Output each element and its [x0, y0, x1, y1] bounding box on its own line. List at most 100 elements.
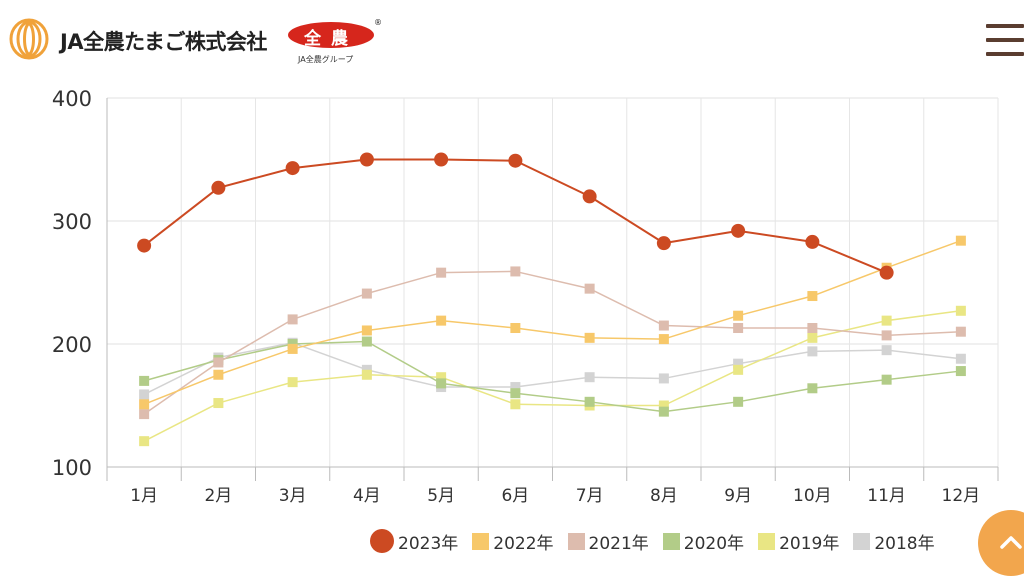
data-point-2018: [807, 346, 818, 357]
y-tick-label: 100: [52, 456, 92, 480]
menu-bar: [986, 38, 1024, 42]
data-point-2021: [361, 288, 372, 299]
hamburger-icon[interactable]: [986, 22, 1024, 60]
zennoh-logo-text: 全農: [304, 29, 358, 49]
legend-label: 2019年: [779, 533, 840, 554]
data-point-2020: [361, 336, 372, 347]
egg-rings-icon[interactable]: [8, 18, 50, 64]
data-point-2023: [211, 180, 226, 195]
legend-item-2020[interactable]: 2020年: [662, 529, 745, 554]
zennoh-oval: [288, 22, 374, 48]
data-point-2023: [879, 265, 894, 280]
legend-swatch: [370, 529, 394, 553]
data-point-2021: [139, 409, 150, 420]
x-tick-label: 12月: [942, 486, 981, 506]
data-point-2020: [807, 383, 818, 394]
data-point-2020: [658, 406, 669, 417]
x-tick-label: 3月: [279, 486, 307, 506]
data-point-2020: [881, 374, 892, 385]
data-point-2020: [733, 396, 744, 407]
menu-bar: [986, 24, 1024, 28]
data-point-2023: [508, 153, 523, 168]
data-point-2023: [359, 152, 374, 167]
data-point-2021: [807, 323, 818, 334]
data-point-2021: [436, 267, 447, 278]
legend-item-2019[interactable]: 2019年: [758, 529, 839, 554]
data-point-2019: [807, 332, 818, 343]
data-point-2022: [584, 332, 595, 343]
data-point-2019: [510, 399, 521, 410]
data-point-2019: [139, 436, 150, 447]
x-tick-label: 4月: [353, 486, 381, 506]
egg-price-line-chart: 100 200 300 400 1月 2月 3月 4月 5月 6月 7月 8月 9月 10月 11月 12月: [52, 87, 999, 506]
x-tick-label: 1月: [130, 486, 158, 506]
data-point-2018: [955, 353, 966, 364]
data-point-2022: [139, 399, 150, 410]
data-point-2021: [881, 330, 892, 341]
chevron-up-icon: [1000, 536, 1022, 549]
y-tick-label: 300: [52, 210, 92, 234]
x-tick-label: 10月: [793, 486, 832, 506]
data-point-2021: [584, 283, 595, 294]
data-point-2023: [731, 223, 746, 238]
data-point-2018: [510, 382, 521, 393]
x-tick-label: 6月: [501, 486, 529, 506]
data-point-2020: [436, 378, 447, 389]
menu-bar: [986, 52, 1024, 56]
legend-swatch: [758, 532, 776, 550]
series-line-2018: [143, 342, 961, 396]
data-point-2022: [955, 235, 966, 246]
data-point-2020: [584, 396, 595, 407]
data-point-2022: [361, 325, 372, 336]
data-point-2022: [436, 315, 447, 326]
legend-item-2021[interactable]: 2021年: [567, 529, 649, 554]
data-point-2019: [881, 315, 892, 326]
x-tick-label: 8月: [650, 486, 678, 506]
legend-label: 2023年: [398, 533, 459, 554]
data-point-2022: [658, 334, 669, 345]
data-point-2020: [510, 388, 521, 399]
data-point-2018: [733, 358, 744, 369]
legend-swatch: [853, 532, 871, 550]
legend-item-2018[interactable]: 2018年: [853, 529, 935, 554]
data-point-2022: [733, 310, 744, 321]
registered-mark: ®: [374, 18, 382, 27]
y-tick-label: 400: [52, 87, 92, 111]
x-tick-label: 11月: [867, 486, 906, 506]
data-point-2018: [881, 345, 892, 356]
x-tick-label: 9月: [724, 486, 752, 506]
data-point-2022: [213, 369, 224, 380]
legend-item-2022[interactable]: 2022年: [472, 529, 554, 554]
legend-label: 2020年: [683, 533, 745, 554]
data-point-2018: [658, 373, 669, 384]
scroll-to-top-button[interactable]: [978, 510, 1024, 576]
series-line-2022: [143, 239, 962, 405]
site-header: JA全農たまご株式会社 全農 ® JA全農グループ: [0, 0, 1024, 80]
data-point-2020: [955, 366, 966, 377]
zennoh-logo[interactable]: 全農 ® JA全農グループ: [288, 18, 382, 66]
data-point-2021: [287, 314, 298, 325]
data-point-2023: [285, 161, 300, 176]
data-point-2022: [510, 323, 521, 334]
data-point-2023: [582, 189, 597, 204]
data-point-2023: [805, 234, 820, 249]
data-point-2019: [658, 400, 669, 411]
data-point-2019: [733, 364, 744, 375]
x-tick-label: 5月: [427, 486, 455, 506]
series-line-2020: [143, 340, 961, 413]
series-line-2021: [143, 270, 961, 415]
data-point-2019: [436, 372, 447, 383]
data-point-2019: [287, 377, 298, 388]
legend-label: 2022年: [493, 533, 554, 554]
x-tick-label: 2月: [204, 486, 232, 506]
legend-label: 2021年: [588, 533, 649, 554]
data-point-2023: [656, 236, 671, 251]
series-line-2019: [143, 310, 961, 442]
data-point-2019: [361, 369, 372, 380]
legend-item-2023[interactable]: 2023年: [370, 529, 458, 554]
company-name[interactable]: JA全農たまご株式会社: [60, 30, 267, 54]
legend-label: 2018年: [874, 533, 935, 554]
y-tick-label: 200: [52, 333, 92, 357]
data-point-2018: [139, 389, 150, 400]
chart-legend: 2023年 2022年 2021年 2020年 2019年 2018年: [370, 528, 935, 554]
